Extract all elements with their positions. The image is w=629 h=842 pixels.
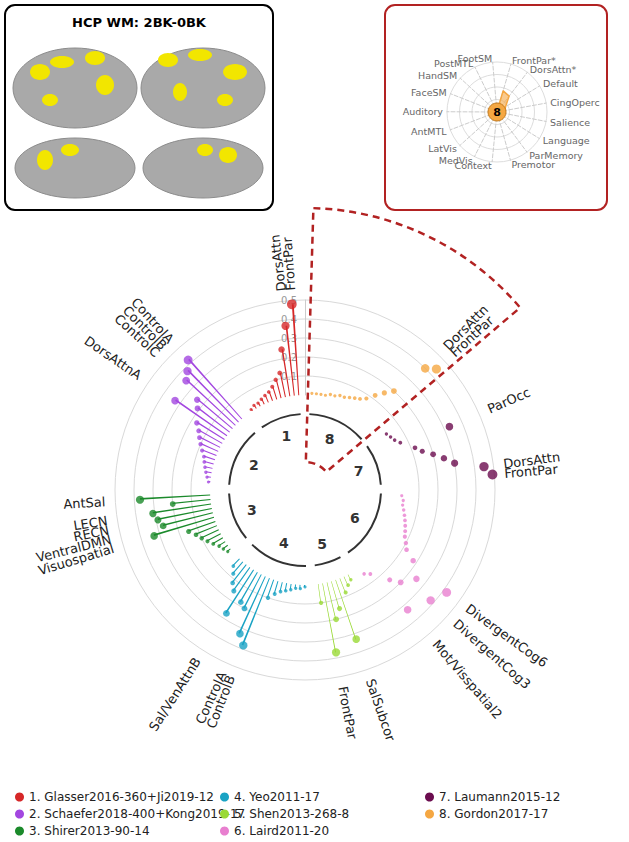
svg-text:FrontPar*: FrontPar* [512,55,556,66]
svg-text:HandSM: HandSM [418,70,457,81]
svg-text:0.5: 0.5 [281,294,297,306]
svg-text:Default: Default [543,78,578,89]
svg-text:Sal/VenAttnB: Sal/VenAttnB [146,654,204,734]
svg-text:DorsAttn: DorsAttn [502,449,561,471]
svg-text:ControlC: ControlC [111,311,163,361]
svg-text:1: 1 [282,428,292,444]
svg-text:8. Gordon2017-17: 8. Gordon2017-17 [439,807,548,821]
svg-text:ParMemory: ParMemory [529,150,583,161]
svg-text:HCP WM: 2BK-0BK: HCP WM: 2BK-0BK [72,15,207,30]
svg-text:1. Glasser2016-360+Ji2019-12: 1. Glasser2016-360+Ji2019-12 [29,790,214,804]
svg-text:Language: Language [543,135,590,146]
svg-text:5. Shen2013-268-8: 5. Shen2013-268-8 [234,807,349,821]
svg-text:FaceSM: FaceSM [411,87,447,98]
svg-text:2: 2 [249,457,259,473]
svg-text:LatVis: LatVis [428,143,457,154]
svg-text:FootSM: FootSM [457,52,493,64]
svg-text:8: 8 [325,431,335,447]
svg-text:Auditory: Auditory [403,106,444,117]
svg-text:3: 3 [247,502,257,518]
svg-text:0.1: 0.1 [281,371,297,382]
svg-text:PostMTL: PostMTL [434,58,474,69]
svg-text:DorsAttn: DorsAttn [440,302,491,353]
svg-text:VentralDMN: VentralDMN [34,531,113,566]
svg-text:3. Shirer2013-90-14: 3. Shirer2013-90-14 [29,824,150,838]
svg-text:DivergentCog6: DivergentCog6 [463,601,551,670]
svg-text:DivergentCog3: DivergentCog3 [450,616,534,692]
svg-text:ControlB: ControlB [119,302,170,353]
svg-text:DorsAttn*: DorsAttn* [529,63,577,75]
svg-text:0.4: 0.4 [281,313,297,325]
svg-text:Mot/Visspatial2: Mot/Visspatial2 [429,637,506,722]
svg-text:DorsAttn: DorsAttn [267,234,289,292]
svg-text:DorsAttnA: DorsAttnA [82,333,145,383]
svg-text:FrontPar: FrontPar [335,685,360,741]
svg-text:Salience: Salience [550,117,590,128]
svg-text:Visuospatial: Visuospatial [36,541,115,578]
svg-text:6: 6 [350,510,360,526]
svg-text:FrontPar: FrontPar [503,461,559,481]
svg-text:Context: Context [455,160,492,171]
svg-text:2. Schaefer2018-400+Kong2019-1: 2. Schaefer2018-400+Kong2019-17 [29,807,245,821]
svg-text:7: 7 [354,463,364,479]
svg-text:FrontPar: FrontPar [447,312,497,361]
svg-text:0.3: 0.3 [281,332,297,344]
svg-text:4. Yeo2011-17: 4. Yeo2011-17 [234,790,320,804]
svg-text:AntMTL: AntMTL [411,126,447,137]
svg-text:ParOcc: ParOcc [485,385,532,417]
svg-text:ControlB: ControlB [204,673,239,730]
svg-text:FrontPar: FrontPar [279,236,299,291]
svg-text:4: 4 [279,535,289,551]
svg-text:8: 8 [493,106,501,119]
svg-text:5: 5 [317,536,327,552]
svg-text:AntSal: AntSal [63,494,106,511]
svg-text:7. Laumann2015-12: 7. Laumann2015-12 [439,790,560,804]
svg-text:Premotor: Premotor [511,158,556,170]
svg-text:6. Laird2011-20: 6. Laird2011-20 [234,824,329,838]
svg-text:ControlA: ControlA [128,294,177,347]
svg-text:CingOperc: CingOperc [550,97,600,108]
svg-text:ControlA: ControlA [192,669,230,727]
svg-text:SalSubcor: SalSubcor [363,677,399,744]
